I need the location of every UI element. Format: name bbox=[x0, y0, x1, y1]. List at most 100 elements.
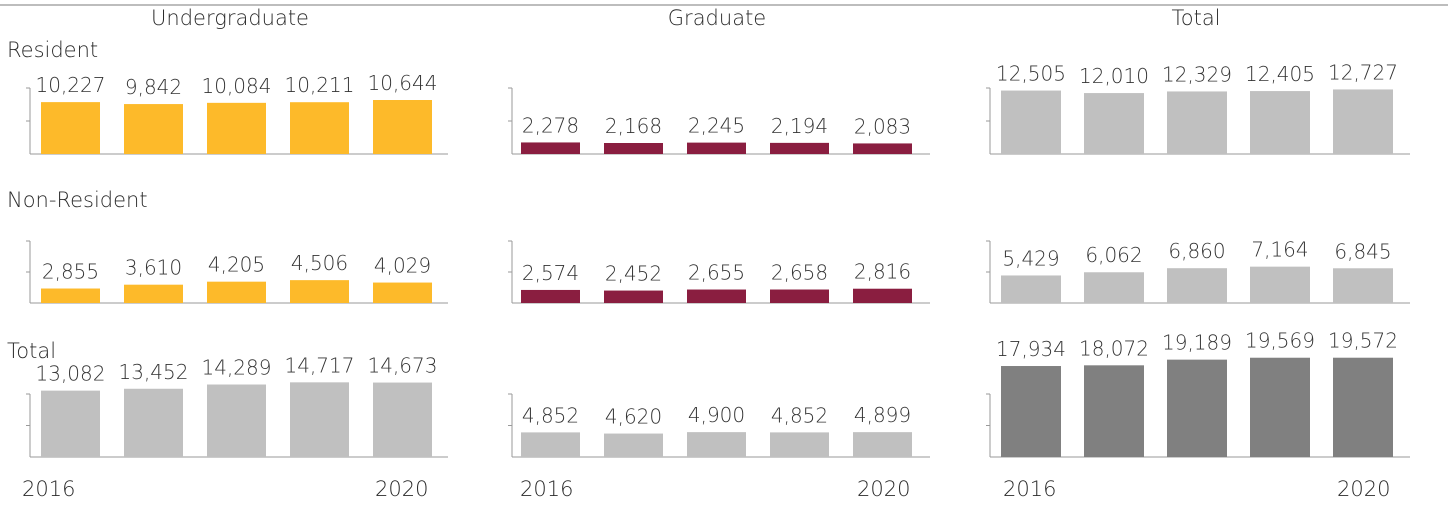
bar-non-resident-undergraduate-2016 bbox=[41, 288, 100, 303]
x-label-last-graduate: 2020 bbox=[857, 477, 911, 501]
column-title-total: Total bbox=[1171, 6, 1221, 30]
data-label-non-resident-total-2017: 6,062 bbox=[1085, 243, 1142, 267]
bar-non-resident-graduate-2018 bbox=[687, 289, 746, 303]
bar-resident-graduate-2016 bbox=[521, 142, 580, 154]
bar-total-total-2016 bbox=[1001, 366, 1061, 457]
data-label-non-resident-total-2020: 6,845 bbox=[1334, 239, 1391, 263]
bar-non-resident-undergraduate-2020 bbox=[373, 282, 432, 303]
bar-resident-undergraduate-2017 bbox=[124, 104, 183, 154]
bar-total-graduate-2018 bbox=[687, 432, 746, 457]
bar-resident-graduate-2018 bbox=[687, 142, 746, 154]
data-label-total-total-2020: 19,572 bbox=[1328, 329, 1398, 353]
data-label-total-graduate-2019: 4,852 bbox=[771, 403, 828, 427]
bar-total-total-2019 bbox=[1250, 357, 1310, 457]
data-label-total-graduate-2018: 4,900 bbox=[688, 403, 745, 427]
bar-resident-graduate-2020 bbox=[853, 143, 912, 154]
bar-resident-total-2020 bbox=[1333, 89, 1393, 154]
bar-total-total-2017 bbox=[1084, 365, 1144, 457]
bar-non-resident-graduate-2019 bbox=[770, 289, 829, 303]
bar-total-undergraduate-2017 bbox=[124, 388, 183, 457]
row-label-resident: Resident bbox=[7, 38, 99, 62]
data-label-resident-undergraduate-2019: 10,211 bbox=[285, 73, 355, 97]
x-label-last-undergraduate: 2020 bbox=[375, 477, 429, 501]
row-label-total: Total bbox=[7, 339, 57, 363]
data-label-resident-total-2020: 12,727 bbox=[1328, 60, 1398, 84]
data-label-non-resident-total-2018: 6,860 bbox=[1168, 239, 1225, 263]
bar-total-total-2018 bbox=[1167, 359, 1227, 457]
data-label-non-resident-total-2019: 7,164 bbox=[1251, 238, 1308, 262]
data-label-total-total-2019: 19,569 bbox=[1245, 329, 1315, 353]
data-label-non-resident-graduate-2019: 2,658 bbox=[771, 261, 828, 285]
column-title-graduate: Graduate bbox=[667, 6, 767, 30]
data-label-non-resident-graduate-2016: 2,574 bbox=[522, 261, 579, 285]
data-label-resident-total-2019: 12,405 bbox=[1245, 62, 1315, 86]
x-label-last-total: 2020 bbox=[1337, 477, 1391, 501]
data-label-resident-undergraduate-2018: 10,084 bbox=[202, 74, 272, 98]
data-label-total-undergraduate-2019: 14,717 bbox=[285, 353, 355, 377]
bar-resident-total-2016 bbox=[1001, 90, 1061, 154]
data-label-resident-undergraduate-2017: 9,842 bbox=[125, 75, 182, 99]
data-label-non-resident-undergraduate-2019: 4,506 bbox=[291, 251, 348, 275]
x-label-first-undergraduate: 2016 bbox=[22, 477, 76, 501]
column-title-undergraduate: Undergraduate bbox=[151, 6, 309, 30]
bar-resident-graduate-2017 bbox=[604, 143, 663, 154]
bar-total-undergraduate-2016 bbox=[41, 390, 100, 457]
bar-total-total-2020 bbox=[1333, 357, 1393, 457]
bar-non-resident-undergraduate-2019 bbox=[290, 280, 349, 303]
bar-total-undergraduate-2018 bbox=[207, 384, 266, 457]
bar-non-resident-total-2017 bbox=[1084, 272, 1144, 303]
bar-resident-total-2017 bbox=[1084, 93, 1144, 154]
data-label-total-graduate-2020: 4,899 bbox=[854, 403, 911, 427]
bar-non-resident-undergraduate-2018 bbox=[207, 281, 266, 303]
bar-total-graduate-2017 bbox=[604, 433, 663, 457]
data-label-resident-total-2018: 12,329 bbox=[1162, 62, 1232, 86]
bar-non-resident-total-2020 bbox=[1333, 268, 1393, 303]
data-label-resident-graduate-2018: 2,245 bbox=[688, 114, 745, 138]
data-label-non-resident-undergraduate-2017: 3,610 bbox=[125, 256, 182, 280]
bar-non-resident-total-2018 bbox=[1167, 268, 1227, 303]
data-label-non-resident-undergraduate-2018: 4,205 bbox=[208, 253, 265, 277]
top-divider-line bbox=[0, 4, 1448, 6]
data-label-total-graduate-2016: 4,852 bbox=[522, 403, 579, 427]
data-label-total-graduate-2017: 4,620 bbox=[605, 405, 662, 429]
bar-total-undergraduate-2019 bbox=[290, 382, 349, 457]
bar-total-graduate-2016 bbox=[521, 432, 580, 457]
row-label-non-resident: Non-Resident bbox=[7, 188, 148, 212]
data-label-resident-undergraduate-2020: 10,644 bbox=[368, 71, 438, 95]
bar-total-undergraduate-2020 bbox=[373, 382, 432, 457]
bar-resident-undergraduate-2018 bbox=[207, 102, 266, 154]
data-label-resident-graduate-2019: 2,194 bbox=[771, 114, 828, 138]
data-label-total-undergraduate-2018: 14,289 bbox=[202, 356, 272, 380]
data-label-non-resident-graduate-2017: 2,452 bbox=[605, 262, 662, 286]
data-label-total-undergraduate-2016: 13,082 bbox=[36, 362, 106, 386]
data-label-non-resident-graduate-2018: 2,655 bbox=[688, 261, 745, 285]
bar-total-graduate-2020 bbox=[853, 432, 912, 457]
data-label-total-undergraduate-2020: 14,673 bbox=[368, 354, 438, 378]
bar-non-resident-total-2016 bbox=[1001, 275, 1061, 303]
data-label-resident-graduate-2017: 2,168 bbox=[605, 114, 662, 138]
data-label-resident-total-2017: 12,010 bbox=[1079, 64, 1149, 88]
x-label-first-total: 2016 bbox=[1003, 477, 1057, 501]
data-label-resident-graduate-2016: 2,278 bbox=[522, 113, 579, 137]
data-label-resident-total-2016: 12,505 bbox=[996, 62, 1066, 86]
bar-total-graduate-2019 bbox=[770, 432, 829, 457]
data-label-non-resident-undergraduate-2020: 4,029 bbox=[374, 254, 431, 278]
data-label-non-resident-total-2016: 5,429 bbox=[1002, 246, 1059, 270]
bar-non-resident-graduate-2016 bbox=[521, 289, 580, 303]
bar-resident-graduate-2019 bbox=[770, 142, 829, 154]
data-label-non-resident-undergraduate-2016: 2,855 bbox=[42, 260, 99, 284]
data-label-resident-graduate-2020: 2,083 bbox=[854, 114, 911, 138]
bar-non-resident-undergraduate-2017 bbox=[124, 284, 183, 303]
bar-non-resident-graduate-2017 bbox=[604, 290, 663, 303]
x-label-first-graduate: 2016 bbox=[520, 477, 574, 501]
data-label-non-resident-graduate-2020: 2,816 bbox=[854, 260, 911, 284]
data-label-total-undergraduate-2017: 13,452 bbox=[119, 360, 189, 384]
data-label-total-total-2016: 17,934 bbox=[996, 337, 1066, 361]
bar-non-resident-total-2019 bbox=[1250, 266, 1310, 303]
bar-resident-total-2019 bbox=[1250, 91, 1310, 154]
bar-resident-undergraduate-2020 bbox=[373, 100, 432, 154]
bar-resident-total-2018 bbox=[1167, 91, 1227, 154]
data-label-total-total-2018: 19,189 bbox=[1162, 331, 1232, 355]
bar-resident-undergraduate-2016 bbox=[41, 102, 100, 154]
